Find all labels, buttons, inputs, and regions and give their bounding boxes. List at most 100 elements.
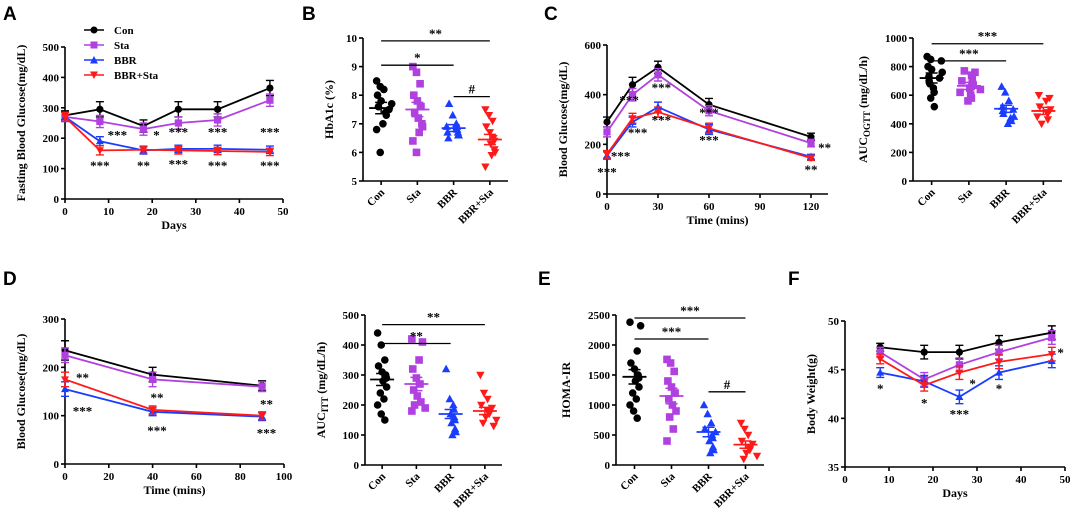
panel-c-right-bbr-sta-point xyxy=(1041,97,1051,106)
panel-d-right-bbr-point xyxy=(447,418,456,427)
panel-a-y-tick-label: 200 xyxy=(43,133,60,145)
panel-d-right-sta-point xyxy=(417,398,425,406)
panel-e-con-point xyxy=(635,383,643,391)
panel-c-right-significance-label: *** xyxy=(959,46,979,61)
panel-d-right-bbr-sem-bar xyxy=(444,408,457,420)
panel-b-bbr-sta-point xyxy=(488,117,497,126)
panel-e-con-point xyxy=(626,401,634,409)
panel-e-con-sem-bar xyxy=(628,368,641,385)
panel-f-series-bbr-sta-point xyxy=(920,382,929,390)
panel-d-right-category-label-con: Con xyxy=(366,471,388,493)
legend-label-con: Con xyxy=(114,25,134,37)
panel-b-bbr-point xyxy=(444,99,454,108)
panel-c-x-tick-label: 0 xyxy=(604,201,610,213)
legend-item-bbr: BBR xyxy=(84,55,138,67)
panel-f-significance-label: *** xyxy=(950,406,970,421)
panel-d-significance-label: ** xyxy=(76,370,89,385)
panel-f-series-sta-point xyxy=(955,361,963,369)
panel-d-y-tick-label: 0 xyxy=(54,459,60,471)
panel-e-significance-label: # xyxy=(724,377,731,392)
panel-c-right-con-point xyxy=(927,65,936,74)
panel-f-series-bbr-sta-point xyxy=(1047,351,1056,359)
panel-c-significance-label: *** xyxy=(699,105,719,120)
panel-d-right-y-tick-label: 500 xyxy=(343,310,360,322)
panel-b-y-label: HbA1c (%) xyxy=(322,80,336,139)
panel-b-sta-point xyxy=(418,122,427,131)
panel-d-right-y-tick-label: 200 xyxy=(343,400,360,412)
panel-f-x-tick-label: 30 xyxy=(972,474,984,486)
panel-d-right-con-point xyxy=(377,341,386,349)
panel-d-right-sta-point xyxy=(421,404,429,412)
panel-b-sta-point xyxy=(409,91,418,99)
panel-b-bbr-sta-point xyxy=(484,111,494,120)
panel-e-con-point xyxy=(627,359,635,367)
panel-c-right-category-label-sta: Sta xyxy=(956,186,976,206)
panel-f-significance-label: * xyxy=(996,381,1003,396)
panel-e-significance-label: *** xyxy=(680,303,700,318)
panel-c-right-sta-point xyxy=(965,84,974,92)
panel-d-series-bbr-line xyxy=(64,388,263,418)
panel-c-significance-label: *** xyxy=(628,125,648,140)
panel-c-right-bbr-point xyxy=(1004,96,1014,105)
panel-d-right-y-tick-label: 400 xyxy=(343,340,360,352)
panel-a-series-bbr-sta-point xyxy=(139,146,148,154)
panel-label-a: A xyxy=(3,4,17,25)
panel-b-significance-label: * xyxy=(414,50,421,65)
panel-c-right-category-label-bbr-sta: BBR+Sta xyxy=(1010,186,1050,226)
panel-e-significance-label: *** xyxy=(662,324,682,339)
panel-d-right-sta-point xyxy=(413,392,422,400)
panel-a-y-label: Fasting Blood Glucose(mg/dL) xyxy=(14,45,28,202)
panel-e-sta-point xyxy=(668,401,677,409)
panel-d-right-con-sem-bar xyxy=(376,372,389,387)
panel-c-series-con-point xyxy=(628,81,637,89)
legend-label-sta: Sta xyxy=(114,40,130,52)
panel-e-sta-point xyxy=(664,377,672,385)
panel-b-con-point xyxy=(372,125,381,134)
panel-c-chart: 0 200 400 600 Blood Glucose(mg/dL) 0 30 60 90 120… xyxy=(556,40,831,227)
panel-d-right-sta-point xyxy=(410,401,419,409)
panel-e-bbr-sta-point xyxy=(740,425,749,434)
panel-f-x-tick-label: 0 xyxy=(842,474,848,486)
panel-c-significance-label: *** xyxy=(611,148,631,163)
panel-c-right-y-tick-label: 1000 xyxy=(885,33,908,45)
panel-f-significance-label: * xyxy=(921,396,928,411)
legend-item-sta: Sta xyxy=(84,40,130,52)
panel-b-significance-label: # xyxy=(469,82,476,97)
panel-e-con-point xyxy=(626,318,634,327)
panel-b-sta-sem-bar xyxy=(411,101,424,118)
panel-b-con-point xyxy=(380,85,388,94)
panel-e-category-label-con: Con xyxy=(618,471,640,493)
panel-f-y-tick-label: 50 xyxy=(828,316,840,328)
panel-e-bbr-point xyxy=(699,400,709,409)
panel-a-x-label: Days xyxy=(161,218,187,232)
panel-d-right-y-label: AUCITT (mg/dL/h) xyxy=(314,342,330,439)
panel-f-x-tick-label: 40 xyxy=(1016,474,1028,486)
panel-c-right-sta-point xyxy=(968,74,977,82)
panel-f-x-label: Days xyxy=(942,486,968,500)
panel-f-series-bbr-sta-point xyxy=(955,369,964,377)
panel-e-y-tick-label: 2500 xyxy=(588,310,611,322)
panel-a-significance-label: *** xyxy=(208,125,228,140)
panel-c-series-bbr-sta-point xyxy=(705,125,713,133)
panel-e-category-label-sta: Sta xyxy=(658,470,678,490)
panel-a-x-tick-label: 40 xyxy=(234,206,246,218)
panel-c-right-y-tick-label: 800 xyxy=(891,62,908,74)
panel-d-significance-label: *** xyxy=(73,404,93,419)
panel-c-series-sta-point xyxy=(628,91,637,99)
panel-d-right-con-point xyxy=(374,362,383,370)
panel-b-bbr-sta-point xyxy=(481,106,490,114)
panel-c-y-tick-label: 600 xyxy=(585,40,602,52)
panel-d-y-tick-label: 100 xyxy=(43,411,60,423)
panel-c-right-sta-point xyxy=(964,97,972,105)
panel-b-con-point xyxy=(379,120,387,128)
panel-f-series-con-point xyxy=(995,338,1003,347)
panel-a-series-bbr-point xyxy=(95,137,104,145)
panel-b-bbr-sta-sem-bar xyxy=(483,133,496,146)
panel-b-sta-point xyxy=(413,97,422,105)
panel-c-right-y-tick-label: 400 xyxy=(891,119,908,131)
panel-c-right-y-label: AUCOGTT (mg/dL/h) xyxy=(856,56,872,163)
panel-a-significance-label: *** xyxy=(169,125,189,140)
panel-e-bbr-sta-point xyxy=(742,449,751,458)
legend-item-con: Con xyxy=(84,25,134,37)
